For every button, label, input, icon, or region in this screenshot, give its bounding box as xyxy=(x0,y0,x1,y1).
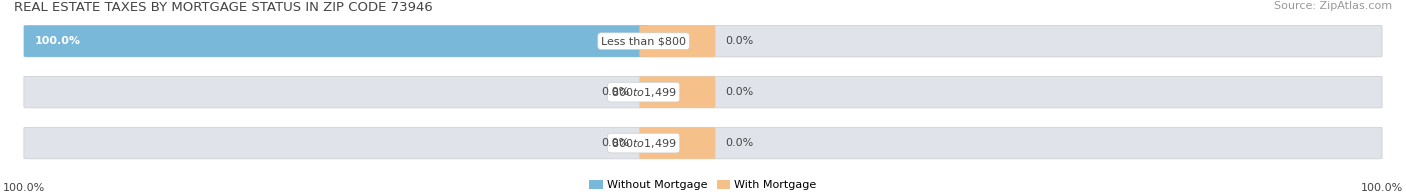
FancyBboxPatch shape xyxy=(24,25,648,57)
Text: 0.0%: 0.0% xyxy=(725,36,754,46)
Text: 0.0%: 0.0% xyxy=(725,138,754,148)
FancyBboxPatch shape xyxy=(24,127,1382,159)
Text: 0.0%: 0.0% xyxy=(725,87,754,97)
FancyBboxPatch shape xyxy=(640,76,716,108)
Text: 0.0%: 0.0% xyxy=(602,138,630,148)
Text: Less than $800: Less than $800 xyxy=(602,36,686,46)
Text: $800 to $1,499: $800 to $1,499 xyxy=(610,86,676,99)
Text: $800 to $1,499: $800 to $1,499 xyxy=(610,137,676,150)
Text: 0.0%: 0.0% xyxy=(602,87,630,97)
Text: Source: ZipAtlas.com: Source: ZipAtlas.com xyxy=(1274,1,1392,11)
Legend: Without Mortgage, With Mortgage: Without Mortgage, With Mortgage xyxy=(589,180,817,191)
FancyBboxPatch shape xyxy=(640,25,716,57)
Text: 100.0%: 100.0% xyxy=(1361,183,1403,193)
Text: 100.0%: 100.0% xyxy=(3,183,45,193)
Text: 100.0%: 100.0% xyxy=(35,36,82,46)
Text: REAL ESTATE TAXES BY MORTGAGE STATUS IN ZIP CODE 73946: REAL ESTATE TAXES BY MORTGAGE STATUS IN … xyxy=(14,1,433,14)
FancyBboxPatch shape xyxy=(24,25,1382,57)
FancyBboxPatch shape xyxy=(640,127,716,159)
FancyBboxPatch shape xyxy=(24,76,1382,108)
